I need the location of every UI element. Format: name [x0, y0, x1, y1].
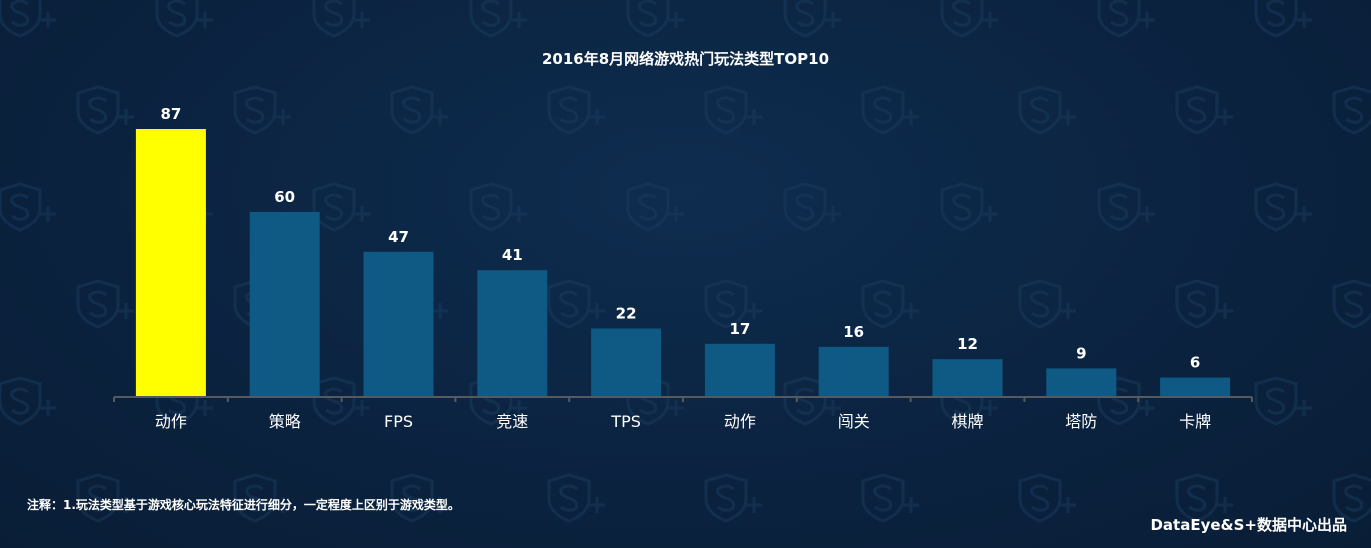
value-label-6: 17 — [729, 320, 750, 338]
value-label-10: 6 — [1190, 354, 1200, 372]
bar-1 — [135, 129, 206, 396]
value-label-5: 22 — [616, 305, 637, 323]
watermark-shield-icon — [1254, 0, 1312, 38]
x-tick-label-4: 竞速 — [496, 412, 528, 431]
x-tick-label-10: 卡牌 — [1179, 412, 1211, 431]
value-label-4: 41 — [502, 246, 523, 264]
watermark-shield-icon — [1097, 182, 1155, 232]
footnote: 注释：1.玩法类型基于游戏核心玩法特征进行细分，一定程度上区别于游戏类型。 — [27, 498, 460, 512]
x-tick-labels-group: 动作 策略 FPS 竞速 TPS 动作 闯关 棋牌 塔防 卡牌 — [155, 412, 1211, 431]
watermark-shield-icon — [76, 85, 134, 135]
watermark-shield-icon — [1254, 182, 1312, 232]
bar-7 — [818, 346, 889, 396]
credit-text: DataEye&S+数据中心出品 — [1150, 516, 1347, 534]
x-tick-label-3: FPS — [384, 412, 413, 431]
watermark-shield-icon — [76, 473, 134, 523]
watermark-shield-icon — [0, 376, 56, 426]
watermark-shield-icon — [1254, 376, 1312, 426]
watermark-shield-icon — [861, 279, 919, 329]
watermark-shield-icon — [626, 182, 684, 232]
bar-3 — [363, 251, 434, 396]
watermark-shield-icon — [0, 182, 56, 232]
bar-4 — [477, 270, 548, 396]
watermark-shield-icon — [1175, 279, 1233, 329]
watermark-shield-icon — [469, 0, 527, 38]
watermark-shield-icon — [1175, 85, 1233, 135]
value-label-1: 87 — [160, 105, 181, 123]
watermark-shield-icon — [0, 0, 56, 38]
watermark-shield-icon — [1332, 473, 1371, 523]
watermark-shield-icon — [1175, 473, 1233, 523]
watermark-shield-icon — [76, 279, 134, 329]
value-label-7: 16 — [843, 323, 864, 341]
watermark-shield-icon — [940, 0, 998, 38]
watermark-shield-icon — [1332, 85, 1371, 135]
watermark-shield-icon — [783, 182, 841, 232]
watermark-shield-icon — [1018, 85, 1076, 135]
bar-9 — [1046, 368, 1117, 396]
watermark-shield-icon — [1332, 279, 1371, 329]
bars-group — [135, 129, 1231, 396]
x-tick-label-9: 塔防 — [1065, 412, 1097, 431]
value-label-2: 60 — [274, 188, 295, 206]
watermark-shield-icon — [704, 473, 762, 523]
value-label-3: 47 — [388, 228, 409, 246]
watermark-shield-icon — [626, 0, 684, 38]
x-tick-label-7: 闯关 — [838, 412, 870, 431]
x-tick-label-5: TPS — [610, 412, 641, 431]
watermark-shield-icon — [233, 85, 291, 135]
watermark-shield-icon — [783, 0, 841, 38]
watermark-shield-icon — [940, 182, 998, 232]
watermark-shield-icon — [1097, 0, 1155, 38]
watermark-shield-icon — [861, 85, 919, 135]
watermark-shield-icon — [547, 85, 605, 135]
watermark-shield-icon — [469, 182, 527, 232]
watermark-shield-icon — [233, 473, 291, 523]
watermark-shield-icon — [1018, 473, 1076, 523]
chart-title: 2016年8月网络游戏热门玩法类型TOP10 — [541, 50, 830, 68]
value-labels-group: 87 60 47 41 22 17 16 12 9 6 — [160, 105, 1200, 372]
value-label-9: 9 — [1076, 344, 1086, 362]
watermark-shield-icon — [312, 376, 370, 426]
watermark-shield-icon — [390, 85, 448, 135]
bar-8 — [932, 359, 1003, 396]
watermark-shield-icon — [861, 473, 919, 523]
watermark-shield-icon — [1018, 279, 1076, 329]
value-label-8: 12 — [957, 335, 978, 353]
bar-5 — [591, 328, 662, 396]
watermark-shield-icon — [783, 376, 841, 426]
watermark-shield-icon — [155, 0, 213, 38]
x-tick-label-8: 棋牌 — [951, 412, 983, 431]
watermark-shield-icon — [547, 473, 605, 523]
watermark-shield-icon — [704, 85, 762, 135]
watermark-shield-icon — [704, 279, 762, 329]
x-tick-label-6: 动作 — [724, 412, 756, 431]
x-ticks-group — [113, 397, 1253, 402]
x-tick-label-2: 策略 — [269, 412, 301, 431]
watermark-shield-icon — [547, 279, 605, 329]
x-tick-label-1: 动作 — [155, 412, 187, 431]
watermark-shield-icon — [312, 0, 370, 38]
watermark-shield-icon — [390, 473, 448, 523]
bar-2 — [249, 211, 320, 396]
bar-6 — [704, 343, 775, 396]
bar-10 — [1160, 377, 1231, 396]
